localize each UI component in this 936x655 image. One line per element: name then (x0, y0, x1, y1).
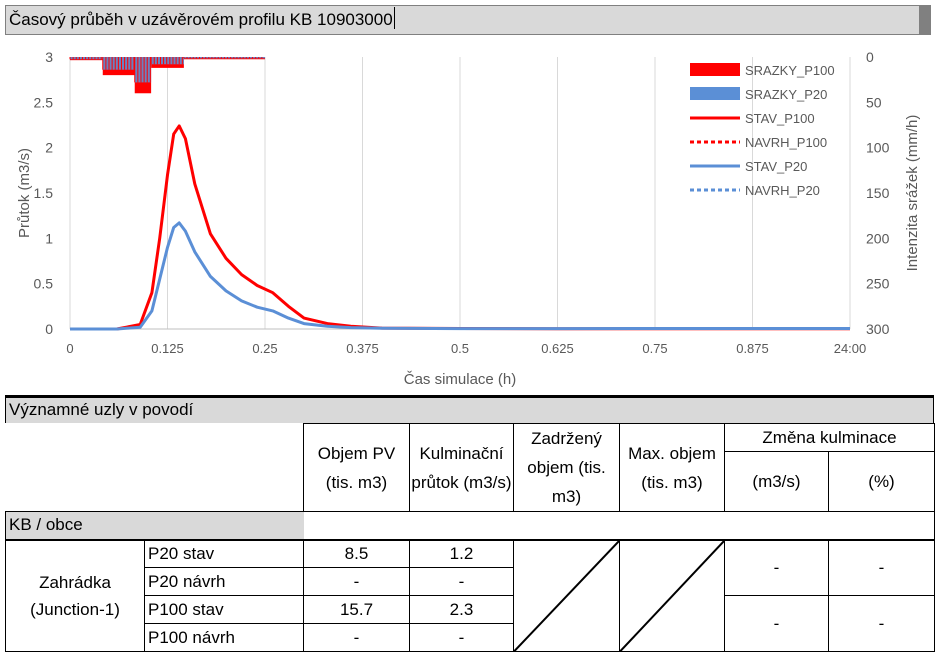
legend-swatch (690, 63, 740, 76)
x-tick-label: 0.5 (451, 341, 469, 356)
vertical-grid (69, 57, 851, 329)
hydrograph-chart[interactable]: 0 0.125 0.25 0.375 0.5 0.625 0.75 0.875 24:00 0 0.… (0, 35, 936, 395)
legend-label: SRAZKY_P100 (745, 63, 835, 78)
retained-volume-na (513, 539, 620, 652)
legend-label: NAVRH_P20 (745, 183, 820, 198)
row-peak: - (409, 567, 514, 596)
row-volume: 8.5 (303, 539, 410, 568)
y2-tick-label: 250 (866, 276, 890, 292)
flow-lines (70, 124, 850, 331)
row-peak: - (409, 623, 514, 652)
y2-axis-label: Intenzita srážek (mm/h) (904, 115, 921, 272)
header-volume: Objem PV (tis. m3) (303, 423, 410, 512)
legend-label: SRAZKY_P20 (745, 87, 827, 102)
x-tick-label: 0.25 (252, 341, 277, 356)
group-label: KB / obce (5, 511, 304, 541)
row-volume: - (303, 623, 410, 652)
legend-label: STAV_P20 (745, 159, 807, 174)
nodes-table: Objem PV (tis. m3) Kulminační průtok (m3… (5, 423, 936, 652)
row-peak: 1.2 (409, 539, 514, 568)
chart-title: Časový průběh v uzávěrovém profilu KB 10… (9, 10, 393, 29)
row-variant: P100 stav (144, 595, 304, 624)
group-filler (303, 511, 936, 541)
legend-swatch (690, 87, 740, 100)
row-variant: P20 stav (144, 539, 304, 568)
y-tick-label: 2.5 (34, 94, 54, 110)
x-tick-label: 0.875 (736, 341, 769, 356)
header-peak: Kulminační průtok (m3/s) (409, 423, 514, 512)
legend-label: NAVRH_P100 (745, 135, 827, 150)
x-axis-label: Čas simulace (h) (404, 371, 517, 388)
change-pct-p20: - (827, 539, 936, 596)
y-tick-label: 1.5 (34, 185, 54, 201)
y-tick-label: 0.5 (34, 276, 54, 292)
x-tick-label: 0.75 (642, 341, 667, 356)
y-tick-label: 1 (45, 230, 53, 246)
row-volume: 15.7 (303, 595, 410, 624)
precipitation-bars (69, 57, 265, 94)
y2-tick-label: 0 (866, 49, 874, 65)
header-change-abs: (m3/s) (724, 451, 829, 512)
y2-tick-label: 100 (866, 140, 890, 156)
x-tick-label: 0.375 (346, 341, 379, 356)
row-variant: P100 návrh (144, 623, 304, 652)
y2-tick-label: 50 (866, 94, 882, 110)
row-volume: - (303, 567, 410, 596)
y2-tick-label: 200 (866, 230, 890, 246)
precip-bar (70, 57, 103, 60)
y-tick-label: 3 (45, 49, 53, 65)
row-peak: 2.3 (409, 595, 514, 624)
y-tick-label: 0 (45, 321, 53, 337)
precip-bar (151, 57, 184, 65)
precip-bar (134, 57, 152, 83)
header-peak-change: Změna kulminace (723, 423, 936, 452)
y2-tick-label: 300 (866, 321, 890, 337)
y-axis-label: Průtok (m3/s) (16, 148, 33, 238)
diagonal-strike (514, 541, 619, 652)
x-tick-label: 0 (66, 341, 73, 356)
row-variant: P20 návrh (144, 567, 304, 596)
cell-fill (919, 5, 931, 35)
series-line (70, 221, 850, 331)
change-abs-p100: - (724, 595, 829, 652)
x-tick-label: 24:00 (834, 341, 867, 356)
max-volume-na (619, 539, 725, 652)
header-retained: Zadržený objem (tis. m3) (513, 423, 620, 512)
change-abs-p20: - (724, 539, 829, 596)
tick-labels: 0 0.125 0.25 0.375 0.5 0.625 0.75 0.875 24:00 0 0.… (34, 49, 890, 356)
legend-label: STAV_P100 (745, 111, 815, 126)
section-title-bar: Významné uzly v povodí (5, 395, 934, 423)
header-blank (5, 423, 304, 512)
text-cursor (393, 7, 395, 29)
section-title: Významné uzly v povodí (9, 400, 194, 419)
change-pct-p100: - (827, 595, 936, 652)
x-tick-label: 0.125 (151, 341, 184, 356)
y2-tick-label: 150 (866, 185, 890, 201)
header-max-volume: Max. objem (tis. m3) (619, 423, 725, 512)
chart-legend: SRAZKY_P100 SRAZKY_P20 STAV_P100 NAVRH_P100… (690, 63, 835, 198)
y-tick-label: 2 (45, 140, 53, 156)
chart-title-cell[interactable]: Časový průběh v uzávěrovém profilu KB 10… (5, 5, 931, 35)
node-name: Zahrádka (Junction-1) (5, 539, 145, 652)
x-tick-label: 0.625 (541, 341, 574, 356)
header-change-pct: (%) (827, 451, 936, 512)
diagonal-strike (620, 541, 724, 652)
